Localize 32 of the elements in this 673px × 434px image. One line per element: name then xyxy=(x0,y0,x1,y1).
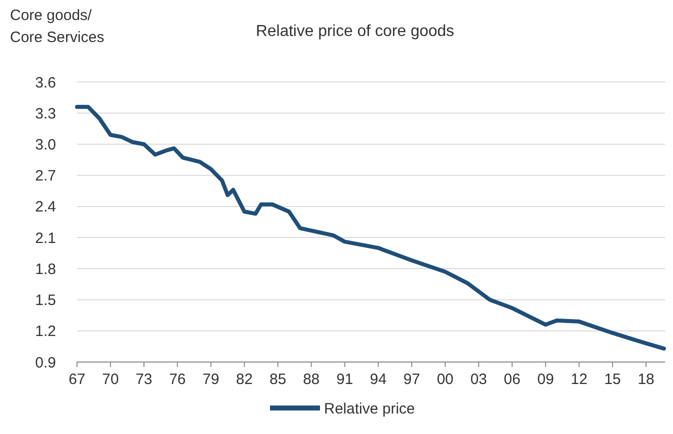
legend-label: Relative price xyxy=(324,400,415,418)
y-tick-label: 1.5 xyxy=(35,292,56,310)
x-tick-label: 94 xyxy=(370,371,387,388)
x-tick-label: 70 xyxy=(102,371,119,388)
y-tick-label: 2.7 xyxy=(35,168,56,185)
x-tick-label: 18 xyxy=(638,371,654,388)
x-tick-label: 85 xyxy=(269,371,286,388)
y-axis-title: Core goods/ Core Services xyxy=(10,7,104,46)
y-tick-label: 1.8 xyxy=(35,260,56,278)
y-tick-label: 2.4 xyxy=(35,198,56,216)
y-tick-label: 3.6 xyxy=(35,74,56,92)
y-tick-label: 0.9 xyxy=(35,354,56,372)
x-tick-label: 97 xyxy=(403,371,420,388)
x-tick-label: 67 xyxy=(68,371,86,388)
y-tick-label: 1.2 xyxy=(35,323,56,340)
x-tick-label: 88 xyxy=(302,371,320,388)
x-tick-label: 79 xyxy=(202,371,220,388)
x-tick-label: 73 xyxy=(136,371,152,388)
y-tick-label: 2.1 xyxy=(35,230,56,247)
x-tick-label: 82 xyxy=(236,371,253,388)
chart-title: Relative price of core goods xyxy=(256,23,454,40)
x-tick-label: 91 xyxy=(336,371,354,388)
x-tick-label: 03 xyxy=(470,371,488,388)
line-series xyxy=(75,104,666,351)
y-tick-label: 3.3 xyxy=(35,105,56,122)
x-tick-label: 15 xyxy=(604,371,621,388)
x-tick-label: 00 xyxy=(436,371,454,388)
y-tick-label: 3.0 xyxy=(35,136,56,154)
x-tick-label: 09 xyxy=(537,371,554,388)
x-tick-label: 76 xyxy=(169,371,186,388)
x-tick-label: 12 xyxy=(570,371,588,388)
x-tick-label: 06 xyxy=(504,371,520,388)
